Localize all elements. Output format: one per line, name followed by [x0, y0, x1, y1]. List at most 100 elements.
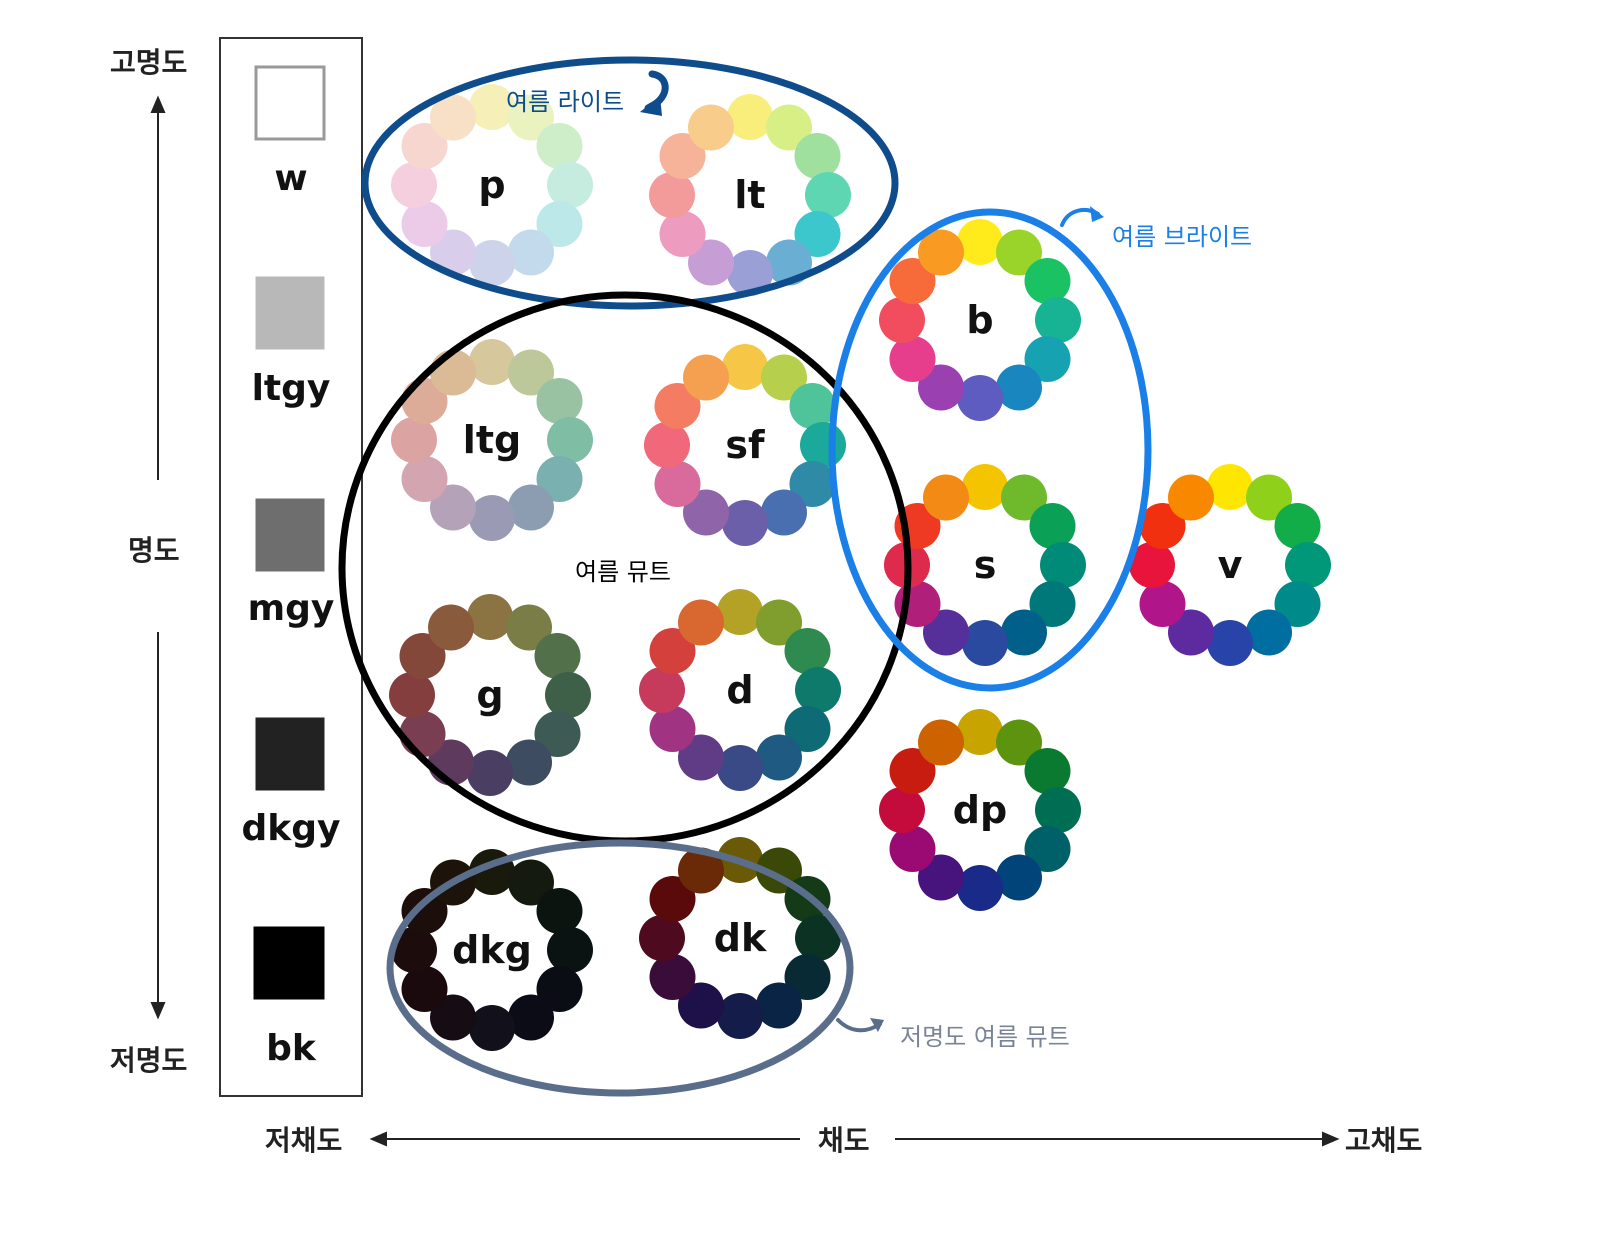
tone-dot: [469, 495, 515, 541]
tone-dot: [957, 375, 1003, 421]
tone-dot: [649, 706, 696, 752]
summer-bright-ellipse: [828, 208, 1152, 692]
tone-wheel-p: p: [391, 84, 593, 286]
tone-dot: [1207, 464, 1253, 510]
tone-dot: [789, 461, 836, 507]
gray-swatch-dkgy: [255, 717, 325, 791]
tone-dot: [508, 94, 554, 141]
tone-dot: [1274, 503, 1321, 549]
tone-dot: [889, 748, 936, 794]
tone-dot: [1001, 474, 1047, 521]
tone-wheel-sf: sf: [644, 344, 846, 546]
summer-bright-arrowhead: [1090, 206, 1104, 222]
tone-dot: [923, 474, 969, 521]
tone-dot: [717, 589, 763, 635]
tone-wheel-label-b: b: [966, 298, 993, 342]
tone-dot: [962, 620, 1008, 666]
tone-dot: [766, 104, 812, 151]
gray-label-bk: bk: [266, 1028, 317, 1069]
tone-wheels: p lt ltg sf b s v g d dp dkg dk: [389, 84, 1331, 1051]
tone-dot: [391, 417, 437, 463]
tone-dot: [428, 604, 474, 651]
gray-label-mgy: mgy: [248, 588, 335, 629]
tone-dot: [401, 201, 448, 247]
tone-dot: [918, 364, 964, 411]
tone-dot: [469, 1005, 515, 1051]
tone-dot: [784, 628, 831, 674]
tone-dot: [1168, 474, 1214, 521]
tone-dot: [722, 344, 768, 390]
grayscale-swatches: w ltgy mgy dkgy bk: [242, 65, 341, 1069]
tone-dot: [756, 982, 802, 1029]
tone-wheel-b: b: [879, 219, 1081, 421]
tone-dot: [683, 489, 729, 536]
tone-dot: [996, 364, 1042, 411]
tone-dot: [889, 336, 936, 382]
gray-swatch-bk: [253, 926, 325, 1000]
tone-dot: [688, 104, 734, 151]
tone-dot: [401, 966, 448, 1012]
summer-bright-group: 여름 브라이트: [828, 206, 1252, 692]
grayscale-panel: [219, 37, 363, 1097]
tone-dot: [1040, 542, 1086, 588]
tone-dot: [654, 461, 701, 507]
tone-dot: [957, 219, 1003, 265]
tone-dot: [761, 489, 807, 536]
tone-dot: [879, 787, 925, 833]
tone-wheel-dkg: dkg: [391, 849, 593, 1051]
gray-swatch-w: [254, 65, 326, 141]
tone-dot: [506, 739, 552, 786]
summer-mute-label: 여름 뮤트: [575, 558, 671, 586]
tone-dot: [683, 354, 729, 401]
tone-dot: [889, 258, 936, 304]
tone-dot: [1139, 581, 1186, 627]
tone-dot: [918, 719, 964, 766]
tone-dot: [536, 123, 583, 169]
tone-dot: [401, 888, 448, 934]
summer-bright-label: 여름 브라이트: [1112, 223, 1252, 251]
tone-dot: [536, 966, 583, 1012]
tone-dot: [794, 211, 841, 257]
tone-dot: [649, 628, 696, 674]
tone-wheel-label-d: d: [726, 668, 753, 712]
tone-dot: [1024, 748, 1071, 794]
tone-dot: [649, 876, 696, 922]
tone-dot: [508, 994, 554, 1041]
tone-dot: [547, 927, 593, 973]
tone-dot: [506, 604, 552, 651]
tone-wheel-dp: dp: [879, 709, 1081, 911]
tone-dot: [644, 422, 690, 468]
summer-light-group: 여름 라이트: [361, 56, 899, 310]
tone-dot: [430, 994, 476, 1041]
low-light-summer-mute-group: 저명도 여름 뮤트: [386, 839, 1070, 1097]
tone-dot: [469, 84, 515, 130]
tone-dot: [727, 94, 773, 140]
gray-label-dkgy: dkgy: [242, 808, 341, 849]
tone-dot: [547, 417, 593, 463]
tone-wheel-label-p: p: [478, 163, 505, 207]
tone-dot: [654, 383, 701, 429]
tone-dot: [727, 250, 773, 296]
tone-wheel-label-dk: dk: [714, 916, 767, 960]
tone-dot: [399, 633, 446, 679]
tone-dot: [957, 709, 1003, 755]
tone-dot: [508, 859, 554, 906]
tone-dot: [399, 711, 446, 757]
tone-dot: [889, 826, 936, 872]
tone-dot: [659, 133, 706, 179]
tone-dot: [430, 94, 476, 141]
tone-dot: [649, 954, 696, 1000]
gray-swatch-mgy: [255, 498, 325, 572]
tone-wheel-g: g: [389, 594, 591, 796]
tone-dot: [391, 162, 437, 208]
tone-dot: [789, 383, 836, 429]
tone-dot: [639, 915, 685, 961]
tone-dot: [536, 888, 583, 934]
tone-dot: [508, 349, 554, 396]
tone-dot: [678, 847, 724, 894]
tone-dot: [1207, 620, 1253, 666]
lightness-low-label: 저명도: [110, 1044, 187, 1077]
tone-wheel-label-lt: lt: [734, 173, 765, 217]
tone-wheel-label-v: v: [1218, 543, 1243, 587]
tone-dot: [389, 672, 435, 718]
